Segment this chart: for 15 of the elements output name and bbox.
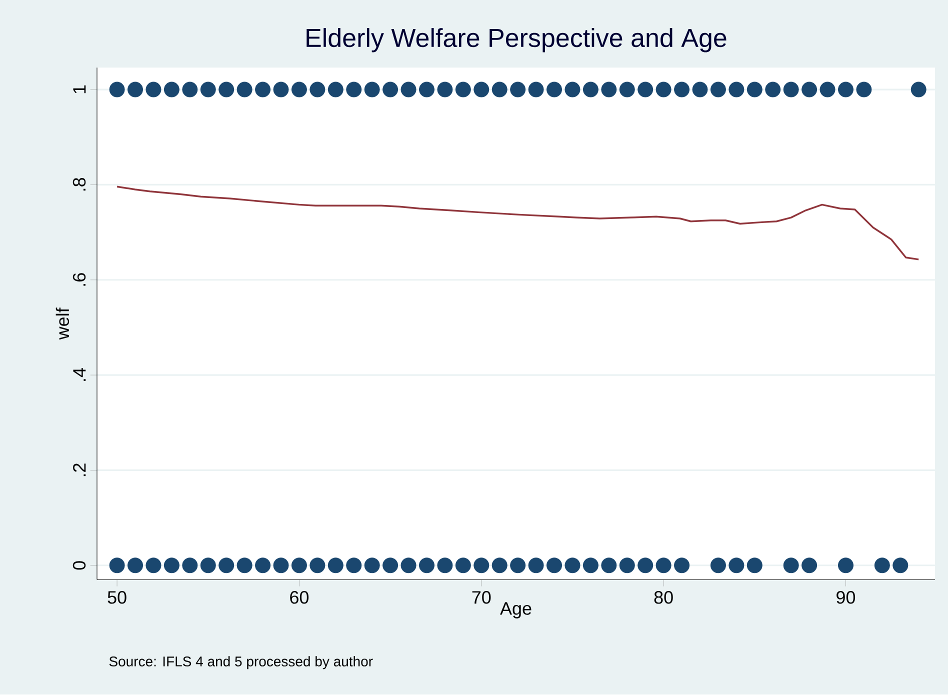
x-tick-label: 50: [108, 591, 126, 604]
chart-title: Elderly Welfare Perspective and Age: [306, 28, 726, 52]
x-tick-label: 60: [290, 591, 309, 604]
y-tick-label: .2: [73, 464, 86, 476]
y-tick-label: 0: [72, 561, 86, 570]
x-axis-title: Age: [500, 602, 532, 619]
y-tick-label: .4: [73, 368, 86, 382]
x-tick-label: 80: [654, 591, 673, 604]
x-tick-label: 70: [472, 591, 491, 604]
y-tick-label: 1: [73, 86, 86, 94]
y-tick-label: .6: [72, 273, 86, 286]
y-tick-label: .8: [72, 178, 86, 191]
x-tick-label: 90: [836, 591, 856, 604]
source-note: Source: IFLS 4 and 5 processed by author: [109, 656, 373, 670]
y-axis-title: welf: [56, 308, 70, 340]
